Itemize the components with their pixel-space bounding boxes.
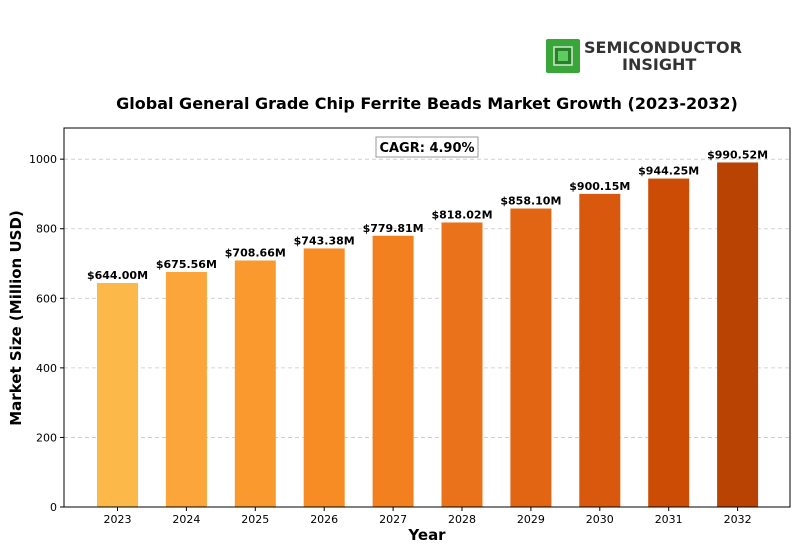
bar	[510, 208, 552, 507]
x-tick-label: 2024	[172, 513, 200, 526]
bar-value-label: $708.66M	[225, 247, 286, 260]
bar-value-label: $743.38M	[294, 234, 355, 247]
y-tick-label: 200	[36, 431, 57, 444]
x-tick-label: 2031	[655, 513, 683, 526]
bar	[579, 193, 621, 508]
brand-logo: SEMICONDUCTOR INSIGHT	[546, 39, 742, 74]
bar	[372, 235, 414, 508]
x-axis-label: Year	[407, 526, 446, 544]
bar	[97, 282, 138, 507]
x-tick-label: 2030	[586, 513, 614, 526]
bar-value-label: $990.52M	[707, 148, 768, 161]
x-tick-label: 2025	[241, 513, 269, 526]
x-tick-label: 2028	[448, 513, 476, 526]
y-axis-label: Market Size (Million USD)	[7, 210, 25, 426]
cagr-box	[375, 136, 479, 158]
y-tick-label: 1000	[29, 153, 57, 166]
brand-line1: SEMICONDUCTOR	[584, 39, 742, 57]
bar-value-label: $944.25M	[638, 165, 699, 178]
bar	[648, 178, 690, 507]
cagr-label: CAGR: 4.90%	[379, 141, 474, 156]
bars	[97, 162, 759, 508]
bar-labels: $644.00M $675.56M $708.66M $743.38M $779.81M…	[87, 148, 768, 282]
bar	[303, 248, 345, 507]
x-tick-label: 2026	[310, 513, 338, 526]
brand-line2: INSIGHT	[622, 55, 696, 74]
bar-value-label: $900.15M	[569, 180, 630, 193]
bar-value-label: $818.02M	[431, 208, 492, 221]
chip-icon	[546, 39, 580, 73]
x-tick-label: 2029	[517, 513, 545, 526]
bar-value-label: $675.56M	[156, 258, 217, 271]
y-tick-label: 400	[36, 362, 57, 375]
y-tick-label: 0	[50, 501, 57, 514]
chart-title: Global General Grade Chip Ferrite Beads …	[116, 94, 738, 113]
bar	[441, 222, 483, 507]
x-axis-ticks: 2023 2024 2025 2026 2027 2028 2029 2030 2031 2032	[104, 507, 752, 526]
bar-value-label: $858.10M	[500, 195, 561, 208]
cagr-annotation: CAGR: 4.90%	[375, 136, 479, 158]
y-axis-ticks: 0 200 400 600 800 1000	[29, 153, 64, 514]
bar	[234, 260, 276, 507]
y-tick-label: 600	[36, 292, 57, 305]
bar-value-label: $779.81M	[363, 222, 424, 235]
bar-value-label: $644.00M	[87, 269, 148, 282]
y-tick-label: 800	[36, 223, 57, 236]
bar	[165, 272, 207, 507]
plot-frame	[63, 127, 791, 508]
x-tick-label: 2023	[104, 513, 132, 526]
x-tick-label: 2027	[379, 513, 407, 526]
bar	[717, 162, 759, 508]
x-tick-label: 2032	[724, 513, 752, 526]
